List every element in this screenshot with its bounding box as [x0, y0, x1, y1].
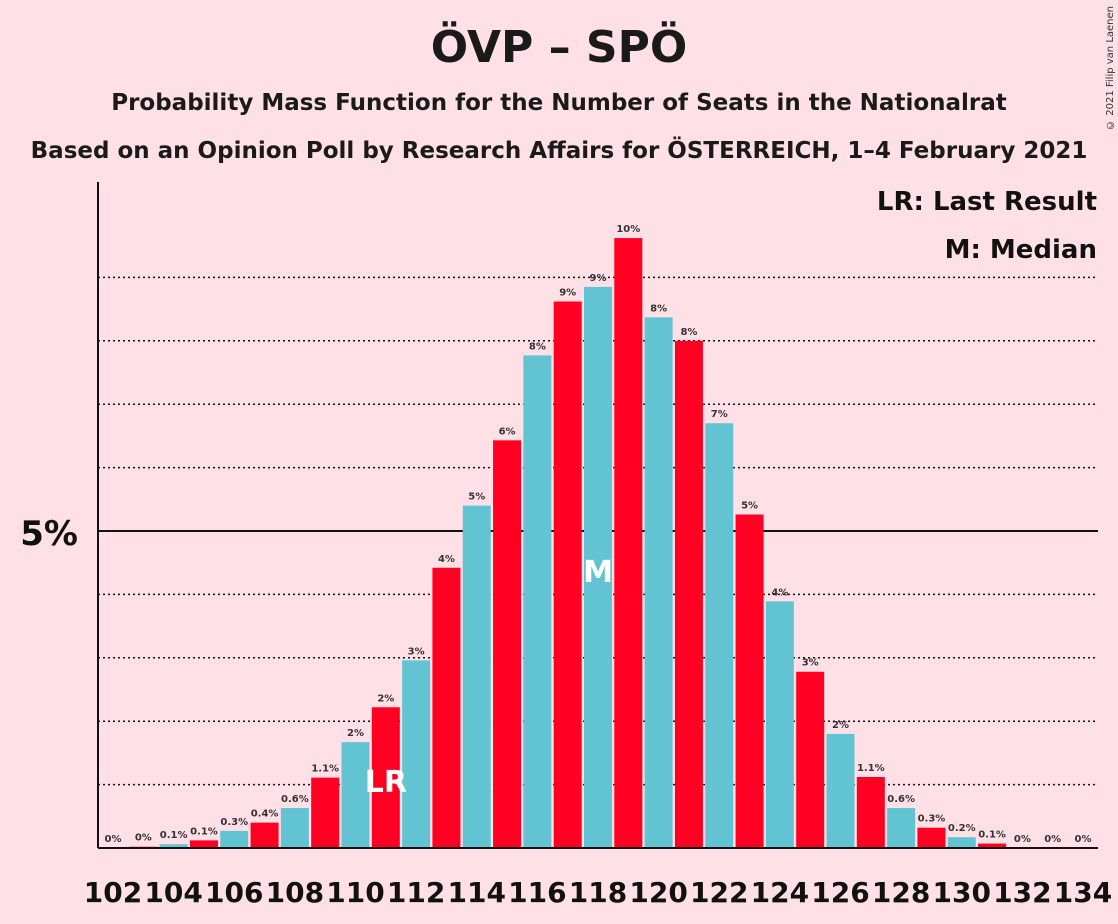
bar-label-116: 8% [529, 341, 546, 352]
x-tick-label-110: 110 [326, 876, 384, 909]
last-result-marker: LR [365, 765, 407, 800]
bar-123 [735, 514, 764, 848]
bar-label-129: 0.3% [918, 814, 946, 825]
bar-106 [220, 830, 249, 848]
x-tick-label-130: 130 [933, 876, 991, 909]
bar-115 [493, 440, 522, 848]
bar-119 [614, 238, 643, 849]
x-tick-label-104: 104 [144, 876, 202, 909]
bar-label-111: 2% [377, 693, 394, 704]
markers: LR M [365, 555, 613, 800]
bar-121 [674, 340, 703, 848]
bar-label-105: 0.1% [190, 826, 218, 837]
x-tick-label-122: 122 [690, 876, 748, 909]
x-tick-label-112: 112 [387, 876, 445, 909]
bar-128 [887, 808, 916, 848]
bar-label-127: 1.1% [857, 763, 885, 774]
bar-116 [523, 355, 552, 848]
bar-label-113: 4% [438, 554, 455, 565]
bar-label-126: 2% [832, 720, 849, 731]
x-tick-label-108: 108 [266, 876, 324, 909]
x-tick-label-132: 132 [993, 876, 1051, 909]
chart-source: Based on an Opinion Poll by Research Aff… [30, 138, 1088, 164]
y-tick-label-5: 5% [20, 514, 78, 554]
x-tick-label-106: 106 [205, 876, 263, 909]
x-axis-tick-labels: 102 104 106 108 110 112 114 116 118 120 122 124 126 1… [84, 876, 1112, 909]
bar-labels: 0% 0% 0.1% 0.1%0.3%0.4%0.6%1.1%2%2%3%4%5%6%… [105, 224, 1092, 845]
bar-108 [280, 808, 309, 848]
bar-125 [796, 671, 825, 848]
bar-114 [462, 505, 491, 848]
bar-label-103: 0% [135, 833, 152, 844]
bar-109 [311, 777, 340, 848]
bar-label-115: 6% [499, 426, 516, 437]
bar-label-107: 0.4% [251, 809, 279, 820]
x-tick-label-124: 124 [751, 876, 809, 909]
bar-118 [584, 286, 612, 848]
median-marker: M [583, 555, 613, 590]
x-tick-label-102: 102 [84, 876, 142, 909]
bar-label-104: 0.1% [160, 830, 188, 841]
bar-label-134: 0% [1075, 834, 1092, 845]
x-tick-label-126: 126 [811, 876, 869, 909]
x-tick-label-118: 118 [569, 876, 627, 909]
bars [129, 238, 1007, 849]
bar-label-128: 0.6% [887, 794, 915, 805]
bar-label-119: 10% [616, 224, 640, 235]
bar-label-121: 8% [680, 327, 697, 338]
bar-117 [553, 301, 582, 848]
bar-107 [250, 822, 279, 848]
bar-127 [856, 776, 885, 848]
x-tick-label-116: 116 [508, 876, 566, 909]
bar-label-106: 0.3% [220, 817, 248, 828]
bar-126 [826, 733, 855, 848]
bar-label-102: 0% [105, 834, 122, 845]
bar-label-133: 0% [1044, 834, 1061, 845]
legend-median: M: Median [945, 235, 1097, 265]
bar-label-120: 8% [650, 303, 667, 314]
bar-label-109: 1.1% [311, 764, 339, 775]
x-tick-label-128: 128 [872, 876, 930, 909]
bar-label-122: 7% [711, 409, 728, 420]
bar-label-117: 9% [559, 287, 576, 298]
chart-title: ÖVP – SPÖ [430, 22, 688, 73]
bar-label-112: 3% [408, 646, 425, 657]
bar-label-110: 2% [347, 728, 364, 739]
bar-131 [978, 843, 1007, 848]
bar-112 [402, 660, 431, 848]
x-tick-label-114: 114 [448, 876, 506, 909]
legend-last-result: LR: Last Result [877, 187, 1097, 217]
bar-124 [765, 601, 794, 848]
bar-120 [644, 317, 673, 848]
bar-129 [917, 827, 946, 848]
bar-label-118: 9% [590, 273, 607, 284]
bar-label-132: 0% [1014, 834, 1031, 845]
bar-label-108: 0.6% [281, 794, 309, 805]
bar-113 [432, 567, 461, 848]
bar-130 [947, 837, 976, 848]
bar-111 [371, 707, 400, 848]
bar-110 [341, 742, 370, 848]
bar-122 [705, 423, 734, 848]
bar-label-131: 0.1% [978, 830, 1006, 841]
bar-104 [159, 844, 188, 848]
bar-label-130: 0.2% [948, 823, 976, 834]
x-tick-label-120: 120 [629, 876, 687, 909]
chart-subtitle: Probability Mass Function for the Number… [111, 90, 1007, 116]
bar-label-114: 5% [468, 492, 485, 503]
bar-label-125: 3% [802, 658, 819, 669]
bar-105 [189, 840, 218, 848]
x-tick-label-134: 134 [1054, 876, 1112, 909]
bar-label-123: 5% [741, 501, 758, 512]
bar-label-124: 4% [771, 587, 788, 598]
